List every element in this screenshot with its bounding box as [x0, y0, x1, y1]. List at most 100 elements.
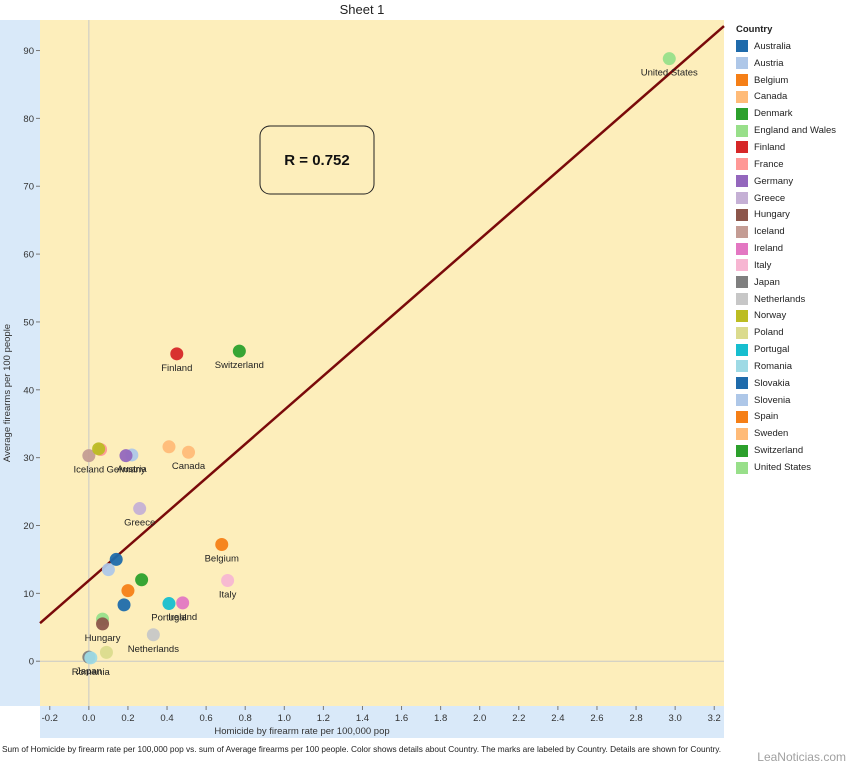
legend-item-austria[interactable]: Austria	[736, 55, 852, 72]
trend-line[interactable]	[39, 25, 725, 625]
y-tick-label: 0	[29, 657, 34, 668]
x-tick-label: 3.2	[708, 713, 721, 724]
x-tick-label: 0.0	[82, 713, 95, 724]
legend-item-romania[interactable]: Romania	[736, 358, 852, 375]
legend-item-greece[interactable]: Greece	[736, 190, 852, 207]
legend-item-australia[interactable]: Australia	[736, 38, 852, 55]
label-united-states: United States	[641, 68, 698, 79]
point-iceland[interactable]	[82, 449, 96, 463]
point-canada[interactable]	[182, 445, 196, 459]
legend-swatch	[736, 293, 748, 306]
legend-swatch	[736, 225, 748, 238]
legend-item-slovakia[interactable]: Slovakia	[736, 375, 852, 392]
legend-swatch	[736, 175, 748, 188]
legend-item-switzerland[interactable]: Switzerland	[736, 442, 852, 459]
label-italy: Italy	[219, 589, 237, 600]
x-axis-ticks: -0.2 0.0 0.2 0.4 0.6 0.8 1.0 1.2 1.4 1.6 1.8 2.0 2.2…	[42, 706, 721, 724]
legend-item-iceland[interactable]: Iceland	[736, 223, 852, 240]
point-romania[interactable]	[84, 651, 98, 665]
legend-item-canada[interactable]: Canada	[736, 89, 852, 106]
point-spain[interactable]	[121, 584, 135, 598]
point-italy[interactable]	[221, 573, 235, 587]
legend-item-denmark[interactable]: Denmark	[736, 105, 852, 122]
point-australia[interactable]	[109, 552, 123, 566]
point-switzerland[interactable]	[232, 344, 246, 358]
legend-label: Poland	[754, 327, 784, 339]
legend-label: Canada	[754, 91, 788, 103]
legend-label: Portugal	[754, 344, 790, 356]
legend-swatch	[736, 141, 748, 154]
x-tick-label: 1.4	[356, 713, 369, 724]
legend-label: England and Wales	[754, 125, 837, 137]
legend-label: Switzerland	[754, 445, 804, 457]
point-finland[interactable]	[170, 347, 184, 361]
legend-label: Japan	[754, 276, 780, 288]
legend-item-england-and-wales[interactable]: England and Wales	[736, 122, 852, 139]
label-greece: Greece	[124, 518, 155, 529]
x-tick-label: 1.6	[395, 713, 408, 724]
legend-item-spain[interactable]: Spain	[736, 409, 852, 426]
legend-item-sweden[interactable]: Sweden	[736, 425, 852, 442]
legend-swatch	[736, 208, 748, 221]
legend-item-italy[interactable]: Italy	[736, 257, 852, 274]
point-netherlands[interactable]	[146, 628, 160, 642]
point-slovakia[interactable]	[117, 598, 131, 612]
legend-item-germany[interactable]: Germany	[736, 173, 852, 190]
data-points	[82, 52, 676, 665]
point-hungary[interactable]	[96, 617, 110, 631]
point-germany[interactable]	[119, 449, 133, 463]
legend-label: Australia	[754, 40, 791, 52]
label-japan: Japan	[76, 666, 102, 677]
legend-item-japan[interactable]: Japan	[736, 274, 852, 291]
legend-swatch	[736, 461, 748, 474]
point-united-states[interactable]	[662, 52, 676, 66]
legend-item-slovenia[interactable]: Slovenia	[736, 392, 852, 409]
legend-label: Denmark	[754, 108, 793, 120]
legend-swatch	[736, 74, 748, 87]
point-greece[interactable]	[133, 502, 147, 516]
legend-item-united-states[interactable]: United States	[736, 459, 852, 476]
legend-swatch	[736, 158, 748, 171]
legend-swatch	[736, 444, 748, 457]
x-tick-label: 2.8	[629, 713, 642, 724]
annotation-text: R = 0.752	[284, 152, 349, 169]
y-tick-label: 70	[23, 182, 34, 193]
legend-item-france[interactable]: France	[736, 156, 852, 173]
legend-label: Slovenia	[754, 394, 791, 406]
legend-item-ireland[interactable]: Ireland	[736, 240, 852, 257]
legend-swatch	[736, 427, 748, 440]
label-belgium: Belgium	[205, 554, 239, 565]
point-denmark[interactable]	[135, 573, 149, 587]
y-axis-label: Average firearms per 100 people	[2, 324, 13, 462]
x-axis-band	[40, 706, 724, 738]
point-belgium[interactable]	[215, 538, 229, 552]
x-tick-label: 2.4	[551, 713, 564, 724]
legend-item-netherlands[interactable]: Netherlands	[736, 291, 852, 308]
chart-caption: Sum of Homicide by firearm rate per 100,…	[2, 744, 722, 754]
legend-swatch	[736, 394, 748, 407]
point-labels: Austria Belgium Canada Finland Germany Greece…	[72, 68, 698, 678]
legend-label: France	[754, 158, 784, 170]
legend-item-hungary[interactable]: Hungary	[736, 206, 852, 223]
legend-item-belgium[interactable]: Belgium	[736, 72, 852, 89]
label-portugal: Portugal	[151, 613, 186, 624]
legend-item-poland[interactable]: Poland	[736, 324, 852, 341]
y-tick-label: 90	[23, 46, 34, 57]
legend-label: Italy	[754, 259, 772, 271]
point-ireland[interactable]	[176, 596, 190, 610]
correlation-annotation: R = 0.752	[259, 125, 375, 195]
label-finland: Finland	[161, 363, 192, 374]
legend-item-finland[interactable]: Finland	[736, 139, 852, 156]
x-tick-label: 2.2	[512, 713, 525, 724]
legend-swatch	[736, 377, 748, 390]
point-poland[interactable]	[99, 645, 113, 659]
legend-item-norway[interactable]: Norway	[736, 308, 852, 325]
point-slovenia[interactable]	[101, 563, 115, 577]
legend-swatch	[736, 276, 748, 289]
label-ireland: Ireland	[168, 612, 197, 623]
point-sweden[interactable]	[162, 440, 176, 454]
point-portugal[interactable]	[162, 597, 176, 611]
legend-item-portugal[interactable]: Portugal	[736, 341, 852, 358]
point-norway[interactable]	[92, 442, 106, 456]
